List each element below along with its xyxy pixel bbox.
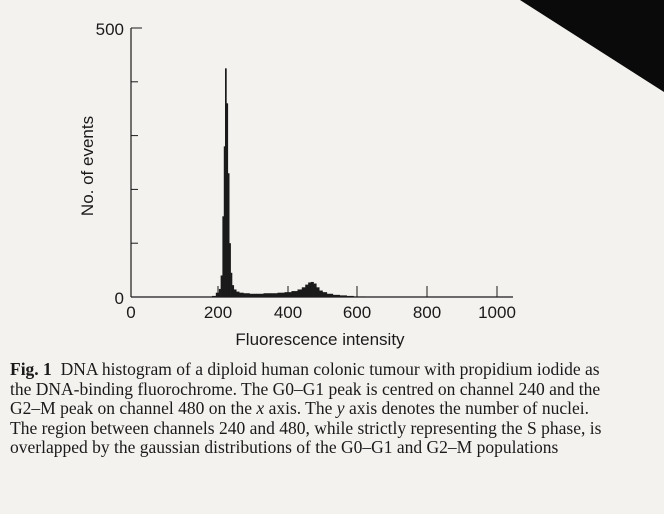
figure-caption: Fig. 1 DNA histogram of a diploid human … (10, 359, 610, 458)
histogram-bar (313, 283, 317, 297)
histogram-bar (227, 173, 230, 297)
histogram-bar (232, 285, 235, 297)
histogram-chart: 500 0 0 200 400 600 800 1000 Fluorescenc… (78, 20, 516, 349)
histogram-bar (218, 288, 221, 297)
histogram-bar (305, 284, 309, 297)
histogram-bar (319, 290, 323, 297)
caption-text-2: axis. The (264, 398, 337, 418)
histogram-bar (310, 281, 314, 297)
histogram-bar (230, 272, 233, 297)
histogram-bar (270, 293, 278, 297)
x-tick-label-1000: 1000 (478, 303, 516, 322)
histogram-bar (332, 294, 341, 297)
x-axis-title: Fluorescence intensity (235, 330, 405, 349)
x-tick-label-0: 0 (126, 303, 135, 322)
x-tick-label-200: 200 (204, 303, 232, 322)
histogram-bar (291, 291, 298, 297)
x-axis-ticks (130, 286, 498, 297)
histogram-bar (215, 292, 220, 297)
y-axis-ticks (131, 27, 142, 298)
histogram-bar (277, 292, 285, 297)
caption-text-1: DNA histogram of a diploid human colonic… (10, 359, 601, 418)
histogram-bar (233, 289, 237, 297)
caption-x-word: x (256, 398, 265, 418)
x-tick-label-600: 600 (343, 303, 371, 322)
histogram-bars (211, 68, 366, 297)
x-tick-label-800: 800 (413, 303, 441, 322)
y-tick-label-0: 0 (115, 289, 124, 308)
histogram-bar (236, 291, 240, 297)
caption-label: Fig. 1 (10, 359, 52, 379)
histogram-bar (326, 293, 334, 297)
histogram-bar (308, 282, 312, 297)
histogram-bar (263, 293, 271, 297)
histogram-bar (256, 293, 264, 297)
histogram-bar (249, 293, 257, 297)
y-tick-label-500: 500 (96, 20, 124, 39)
caption-text-3: axis denotes the number of nuclei. The r… (10, 398, 602, 457)
histogram-bar (223, 146, 226, 297)
histogram-bar (239, 292, 244, 297)
histogram-bar (316, 287, 320, 297)
histogram-bar (229, 243, 231, 297)
histogram-bar (226, 103, 229, 297)
histogram-bar (301, 287, 306, 297)
histogram-bar (339, 295, 347, 297)
histogram-bar (297, 289, 303, 297)
histogram-bar (222, 216, 225, 297)
histogram-bar (243, 293, 250, 297)
y-axis-title: No. of events (78, 116, 97, 216)
caption-y-word: y (336, 398, 345, 418)
histogram-bar (225, 68, 227, 297)
histogram-bar (322, 292, 328, 297)
x-tick-label-400: 400 (274, 303, 302, 322)
histogram-bar (220, 275, 223, 297)
